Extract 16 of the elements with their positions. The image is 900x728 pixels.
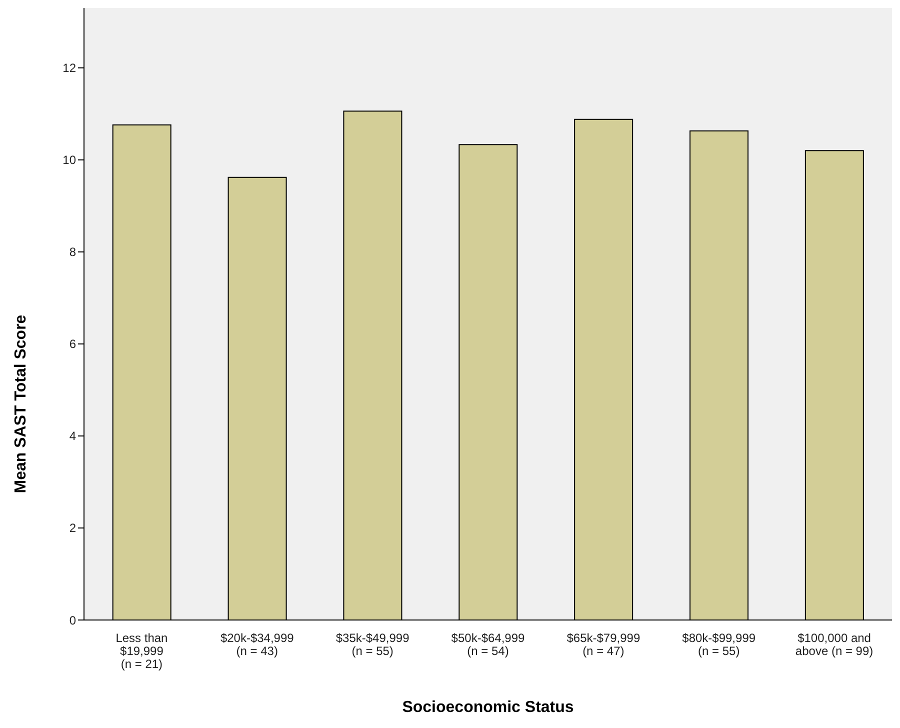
x-tick-label: $20k-$34,999 (n = 43) bbox=[220, 631, 294, 658]
y-tick-label: 6 bbox=[69, 337, 76, 352]
y-tick-label: 4 bbox=[69, 429, 76, 444]
x-tick-label: $35k-$49,999 (n = 55) bbox=[336, 631, 410, 658]
x-axis-title: Socioeconomic Status bbox=[402, 699, 574, 716]
x-tick-label: $50k-$64,999 (n = 54) bbox=[451, 631, 526, 658]
y-tick-label: 10 bbox=[62, 153, 76, 168]
x-tick-label: Less than $19,999 (n = 21) bbox=[116, 631, 168, 671]
y-tick-label: 2 bbox=[69, 521, 76, 536]
y-tick-label: 8 bbox=[69, 245, 76, 260]
x-tick-label: $65k-$79,999 (n = 47) bbox=[566, 631, 640, 658]
y-axis-title: Mean SAST Total Score bbox=[12, 314, 30, 494]
y-tick-label: 12 bbox=[62, 61, 76, 76]
y-tick-label: 0 bbox=[69, 613, 76, 628]
x-tick-label: $80k-$99,999 (n = 55) bbox=[682, 631, 756, 658]
x-tick-label: $100,000 and above (n = 99) bbox=[795, 631, 874, 658]
